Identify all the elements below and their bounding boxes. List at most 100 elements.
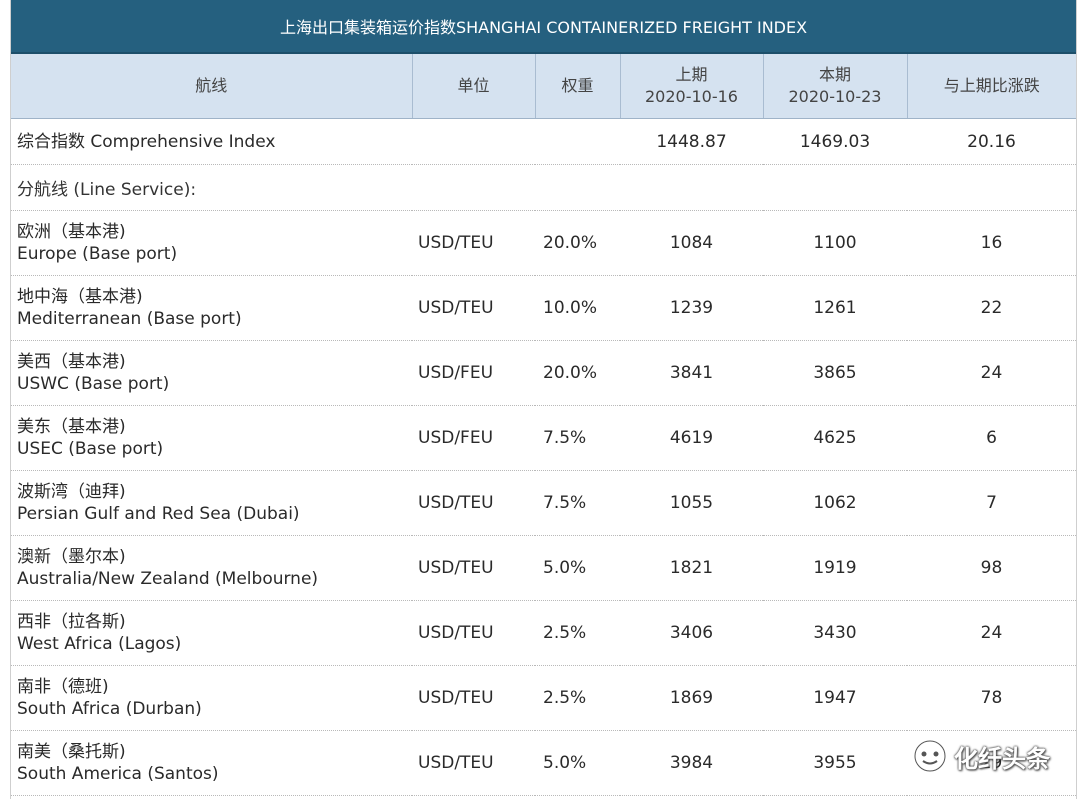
- table-row: 南美（桑托斯) South America (Santos) USD/TEU 5…: [11, 730, 1076, 796]
- route-change: 6: [907, 405, 1076, 471]
- header-prev-period: 上期 2020-10-16: [620, 54, 764, 119]
- header-unit: 单位: [412, 54, 536, 119]
- route-weight: 5.0%: [535, 730, 620, 796]
- route-curr: 4625: [763, 405, 907, 471]
- route-prev: 4619: [620, 405, 763, 471]
- route-prev: 1084: [620, 210, 763, 276]
- route-unit: USD/TEU: [412, 210, 535, 276]
- freight-index-panel: 上海出口集装箱运价指数SHANGHAI CONTAINERIZED FREIGH…: [10, 0, 1077, 799]
- route-name-cell: 波斯湾（迪拜) Persian Gulf and Red Sea (Dubai): [11, 470, 412, 536]
- header-prev-date: 2020-10-16: [645, 87, 738, 106]
- route-curr: 1947: [763, 665, 907, 731]
- table-row: 南非（德班) South Africa (Durban) USD/TEU 2.5…: [11, 665, 1076, 731]
- header-curr-label: 本期: [818, 65, 851, 84]
- section-row: 分航线 (Line Service):: [11, 164, 1076, 211]
- route-prev: 3841: [620, 340, 763, 406]
- route-name-cell: 美西（基本港) USWC (Base port): [11, 340, 412, 406]
- route-prev: 3406: [620, 600, 763, 666]
- route-curr: 1261: [763, 275, 907, 341]
- route-name-cell: 南美（桑托斯) South America (Santos): [11, 730, 412, 796]
- summary-label: 综合指数 Comprehensive Index: [11, 118, 620, 165]
- route-curr: 1062: [763, 470, 907, 536]
- route-name-cell: 南非（德班) South Africa (Durban): [11, 665, 412, 731]
- header-curr-date: 2020-10-23: [788, 87, 882, 106]
- route-name-en: Australia/New Zealand (Melbourne): [17, 569, 319, 589]
- route-curr: 1919: [763, 535, 907, 601]
- route-name-en: South America (Santos): [17, 764, 219, 784]
- route-change: 22: [907, 275, 1076, 341]
- header-change: 与上期比涨跌: [907, 54, 1076, 119]
- route-name-cell: 欧洲（基本港) Europe (Base port): [11, 210, 412, 276]
- route-change: 24: [907, 340, 1076, 406]
- header-row: 航线 单位 权重 上期 2020-10-16 本期 2020-10-23 与上期…: [11, 54, 1076, 119]
- route-name-en: USWC (Base port): [17, 374, 170, 394]
- route-weight: 7.5%: [535, 405, 620, 471]
- section-label: 分航线 (Line Service):: [11, 164, 1076, 211]
- route-name-en: Mediterranean (Base port): [17, 309, 242, 329]
- route-unit: USD/TEU: [412, 275, 535, 341]
- route-weight: 2.5%: [535, 600, 620, 666]
- route-unit: USD/FEU: [412, 340, 535, 406]
- route-unit: USD/TEU: [412, 535, 535, 601]
- route-name-en: Persian Gulf and Red Sea (Dubai): [17, 504, 300, 524]
- route-weight: 20.0%: [535, 210, 620, 276]
- route-change: 98: [907, 535, 1076, 601]
- header-prev-label: 上期: [675, 65, 708, 84]
- route-curr: 1100: [763, 210, 907, 276]
- table-title: 上海出口集装箱运价指数SHANGHAI CONTAINERIZED FREIGH…: [11, 0, 1076, 54]
- table-row: 澳新（墨尔本) Australia/New Zealand (Melbourne…: [11, 535, 1076, 601]
- header-weight: 权重: [535, 54, 621, 119]
- route-name-cn: 南美（桑托斯): [17, 742, 126, 762]
- route-name-cell: 澳新（墨尔本) Australia/New Zealand (Melbourne…: [11, 535, 412, 601]
- route-change: 16: [907, 210, 1076, 276]
- route-change: 24: [907, 600, 1076, 666]
- route-name-cell: 美东（基本港) USEC (Base port): [11, 405, 412, 471]
- route-prev: 1869: [620, 665, 763, 731]
- freight-index-table: 航线 单位 权重 上期 2020-10-16 本期 2020-10-23 与上期…: [11, 54, 1076, 796]
- route-weight: 10.0%: [535, 275, 620, 341]
- route-weight: 20.0%: [535, 340, 620, 406]
- summary-prev: 1448.87: [620, 118, 763, 165]
- route-unit: USD/TEU: [412, 600, 535, 666]
- route-name-cell: 西非（拉各斯) West Africa (Lagos): [11, 600, 412, 666]
- route-curr: 3865: [763, 340, 907, 406]
- route-name-en: USEC (Base port): [17, 439, 164, 459]
- header-line: 航线: [11, 54, 413, 119]
- route-unit: USD/TEU: [412, 665, 535, 731]
- route-name-cn: 澳新（墨尔本): [17, 547, 126, 567]
- route-weight: 5.0%: [535, 535, 620, 601]
- route-name-en: South Africa (Durban): [17, 699, 202, 719]
- route-unit: USD/TEU: [412, 730, 535, 796]
- summary-change: 20.16: [907, 118, 1076, 165]
- route-curr: 3955: [763, 730, 907, 796]
- route-name-cn: 欧洲（基本港): [17, 222, 126, 242]
- route-name-en: West Africa (Lagos): [17, 634, 182, 654]
- table-row: 波斯湾（迪拜) Persian Gulf and Red Sea (Dubai)…: [11, 470, 1076, 536]
- route-name-cell: 地中海（基本港) Mediterranean (Base port): [11, 275, 412, 341]
- route-curr: 3430: [763, 600, 907, 666]
- route-unit: USD/FEU: [412, 405, 535, 471]
- route-name-cn: 西非（拉各斯): [17, 612, 126, 632]
- route-prev: 1239: [620, 275, 763, 341]
- route-name-en: Europe (Base port): [17, 244, 178, 264]
- route-prev: 1055: [620, 470, 763, 536]
- summary-curr: 1469.03: [763, 118, 907, 165]
- route-name-cn: 美西（基本港): [17, 352, 126, 372]
- header-curr-period: 本期 2020-10-23: [763, 54, 908, 119]
- route-prev: 3984: [620, 730, 763, 796]
- route-name-cn: 南非（德班): [17, 677, 109, 697]
- route-change: 29: [907, 730, 1076, 796]
- table-row: 西非（拉各斯) West Africa (Lagos) USD/TEU 2.5%…: [11, 600, 1076, 666]
- route-name-cn: 美东（基本港): [17, 417, 126, 437]
- route-weight: 7.5%: [535, 470, 620, 536]
- table-row: 欧洲（基本港) Europe (Base port) USD/TEU 20.0%…: [11, 210, 1076, 276]
- table-row: 美西（基本港) USWC (Base port) USD/FEU 20.0% 3…: [11, 340, 1076, 406]
- route-change: 7: [907, 470, 1076, 536]
- summary-row: 综合指数 Comprehensive Index 1448.87 1469.03…: [11, 118, 1076, 165]
- table-row: 美东（基本港) USEC (Base port) USD/FEU 7.5% 46…: [11, 405, 1076, 471]
- table-row: 地中海（基本港) Mediterranean (Base port) USD/T…: [11, 275, 1076, 341]
- route-prev: 1821: [620, 535, 763, 601]
- route-weight: 2.5%: [535, 665, 620, 731]
- route-name-cn: 波斯湾（迪拜): [17, 482, 126, 502]
- route-name-cn: 地中海（基本港): [17, 287, 143, 307]
